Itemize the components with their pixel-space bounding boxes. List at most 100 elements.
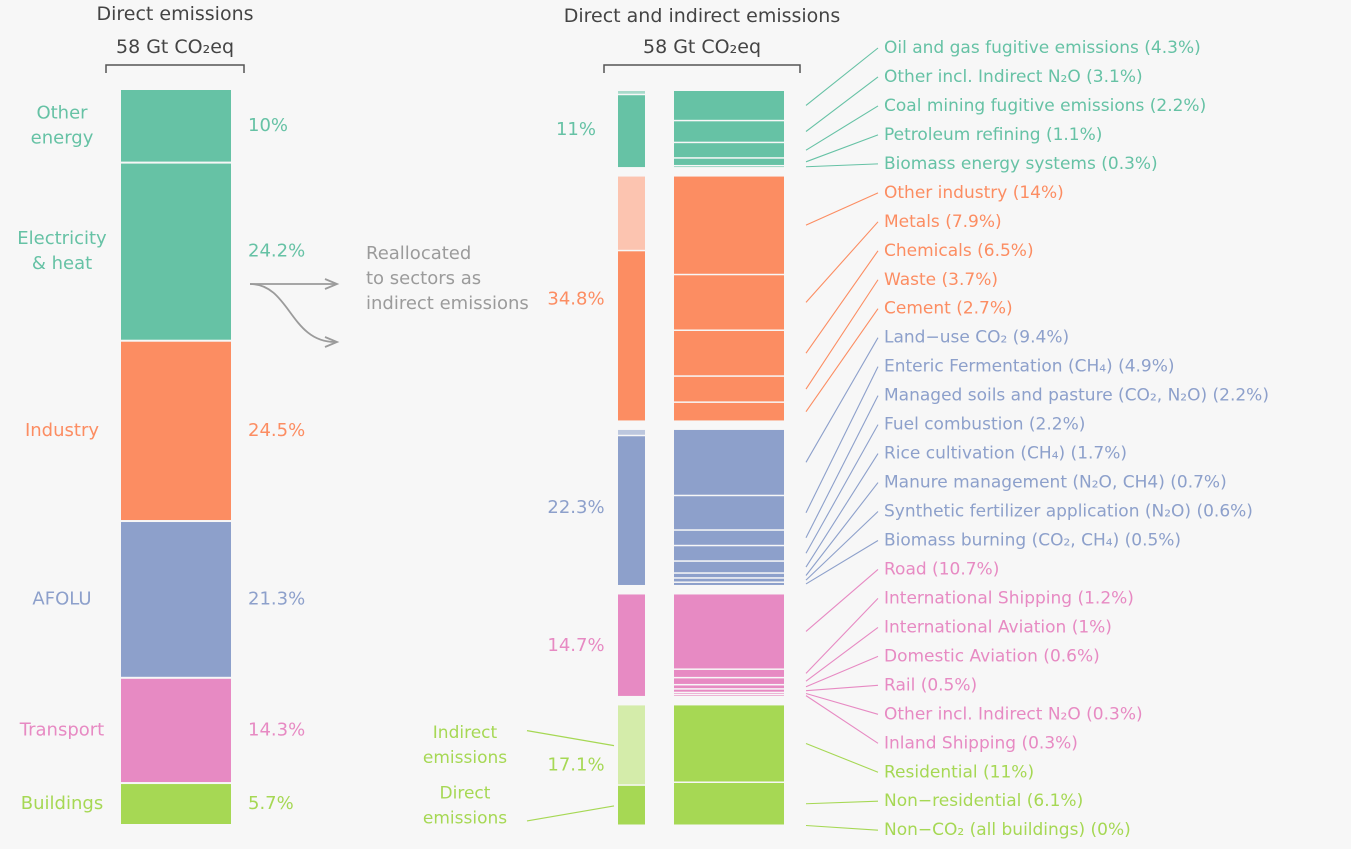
reallocation-arrowhead-top [324, 278, 340, 290]
left-bar-other-energy [121, 90, 231, 162]
sector-value-label-afolu: 22.3% [547, 497, 604, 518]
reallocation-arrow-bottom [249, 283, 336, 343]
subsector-bar-rail-0-5 [674, 689, 784, 692]
subsector-bar-international-aviation-1 [674, 678, 784, 684]
subsector-bar-other-industry-14 [674, 176, 784, 274]
subsector-leader-line [805, 134, 879, 163]
subsector-bar-domestic-aviation-0-6 [674, 685, 784, 689]
subsector-label: Coal mining fugitive emissions (2.2%) [884, 96, 1206, 116]
subsector-bar-synthetic-fertilizer-application-n-o-0-6 [674, 578, 784, 582]
subsector-leader-line [805, 453, 879, 568]
subsector-label: Road (10.7%) [884, 559, 999, 579]
direct-emissions-panel: Direct emissions 58 Gt CO₂eq Other energy… [17, 3, 305, 824]
left-category-label: Electricity & heat [17, 228, 107, 274]
subsector-leader-line [805, 105, 879, 151]
subsector-bar-cement-2-7 [674, 402, 784, 421]
subsector-label: Biomass burning (CO₂, CH₄) (0.5%) [884, 530, 1181, 550]
subsector-leader-line [805, 279, 879, 390]
sector-bar-buildings-indirect [618, 705, 645, 785]
subsector-label: Domestic Aviation (0.6%) [884, 646, 1100, 666]
subsector-leader-line [805, 366, 879, 513]
subsector-bar-other-incl-indirect-n-o-3-1 [674, 121, 784, 142]
subsector-label: Inland Shipping (0.3%) [884, 733, 1078, 753]
sector-bar-energy-indirect [618, 91, 645, 94]
left-bar-afolu [121, 522, 231, 677]
left-bar-industry [121, 341, 231, 521]
buildings-indirect-label: Indirect emissions [423, 723, 507, 768]
subsector-label: Synthetic fertilizer application (N₂O) (… [884, 502, 1253, 522]
sector-value-label-industry: 34.8% [547, 288, 604, 309]
subsector-leader-line [805, 655, 879, 688]
left-bracket [105, 64, 245, 73]
subsector-bar-fuel-combustion-2-2 [674, 546, 784, 561]
subsector-leader-line [805, 684, 879, 692]
subsector-leader-line [805, 76, 879, 132]
subsector-label: International Aviation (1%) [884, 617, 1112, 637]
buildings-direct-label: Direct emissions [423, 783, 507, 828]
left-category-label: Buildings [21, 793, 103, 814]
subsector-label: Other incl. Indirect N₂O (3.1%) [884, 67, 1143, 87]
subsector-bar-manure-management-n-o-ch4-0-7 [674, 573, 784, 578]
subsector-leader-line [805, 337, 879, 463]
subsector-leader-line [805, 511, 879, 581]
subsector-leader-line [805, 800, 879, 805]
subsector-label: Other incl. Indirect N₂O (0.3%) [884, 704, 1143, 724]
left-value-label: 24.5% [248, 420, 305, 441]
reallocation-annotation: Reallocated to sectors as indirect emissio… [249, 243, 529, 348]
subsector-bar-petroleum-refining-1-1 [674, 158, 784, 165]
buildings-direct-leader [526, 805, 615, 822]
left-bar-transport [121, 678, 231, 783]
sector-bar-afolu-indirect [618, 429, 645, 435]
subsector-leader-line [805, 695, 879, 744]
subsector-label: Rice cultivation (CH₄) (1.7%) [884, 444, 1127, 464]
left-value-label: 21.3% [248, 588, 305, 609]
subsector-bar-biomass-burning-co-ch-0-5 [674, 582, 784, 585]
left-bar-buildings [121, 784, 231, 824]
subsector-leader-line [805, 626, 879, 682]
subsector-bar-enteric-fermentation-ch-4-9 [674, 496, 784, 530]
subsector-leader-line [805, 424, 879, 554]
subsector-leader-line [805, 163, 879, 168]
sector-bar-industry-direct [618, 251, 645, 421]
subsector-leader-line [805, 47, 879, 106]
reallocation-arrowhead-bottom [324, 336, 340, 348]
subsector-bar-metals-7-9 [674, 275, 784, 330]
subsector-label: Fuel combustion (2.2%) [884, 415, 1085, 435]
subsector-bar-rice-cultivation-ch-1-7 [674, 561, 784, 573]
subsector-leader-line [805, 395, 879, 539]
sector-bar-afolu-direct [618, 436, 645, 585]
subsector-leader-line [805, 742, 879, 773]
left-value-label: 24.2% [248, 241, 305, 262]
subsector-label: Biomass energy systems (0.3%) [884, 154, 1158, 174]
subsector-bar-biomass-energy-systems-0-3 [674, 166, 784, 168]
subsector-bar-managed-soils-and-pasture-co-n-o-2-2 [674, 530, 784, 545]
subsector-bar-residential-11 [674, 705, 784, 782]
subsector-leader-line [805, 692, 879, 715]
subsector-leader-line [805, 192, 879, 226]
sector-bar-energy-direct [618, 95, 645, 168]
subsector-bar-international-shipping-1-2 [674, 669, 784, 677]
subsector-label: Non−CO₂ (all buildings) (0%) [884, 820, 1131, 840]
sector-bar-industry-indirect [618, 176, 645, 250]
subsector-label: Other industry (14%) [884, 183, 1064, 203]
left-category-label: Other energy [31, 102, 94, 148]
left-category-label: AFOLU [32, 588, 91, 609]
left-bar-electricity-heat [121, 163, 231, 340]
subsector-bar-oil-and-gas-fugitive-emissions-4-3 [674, 91, 784, 120]
subsector-bar-road-10-7 [674, 594, 784, 669]
subsector-leader-line [805, 308, 879, 412]
subsector-label: Residential (11%) [884, 762, 1034, 782]
left-category-label: Transport [19, 719, 104, 740]
subsector-label: Metals (7.9%) [884, 212, 1002, 232]
sector-value-label-energy: 11% [556, 119, 596, 140]
buildings-indirect-leader [526, 730, 615, 747]
subsector-leader-line [805, 598, 879, 674]
subsector-leader-line [805, 569, 879, 632]
subsector-leader-line [805, 540, 879, 585]
right-subtitle: 58 Gt CO₂eq [643, 36, 761, 58]
subsector-label: Land−use CO₂ (9.4%) [884, 328, 1069, 348]
subsector-label: Oil and gas fugitive emissions (4.3%) [884, 38, 1201, 58]
subsector-bar-chemicals-6-5 [674, 330, 784, 376]
